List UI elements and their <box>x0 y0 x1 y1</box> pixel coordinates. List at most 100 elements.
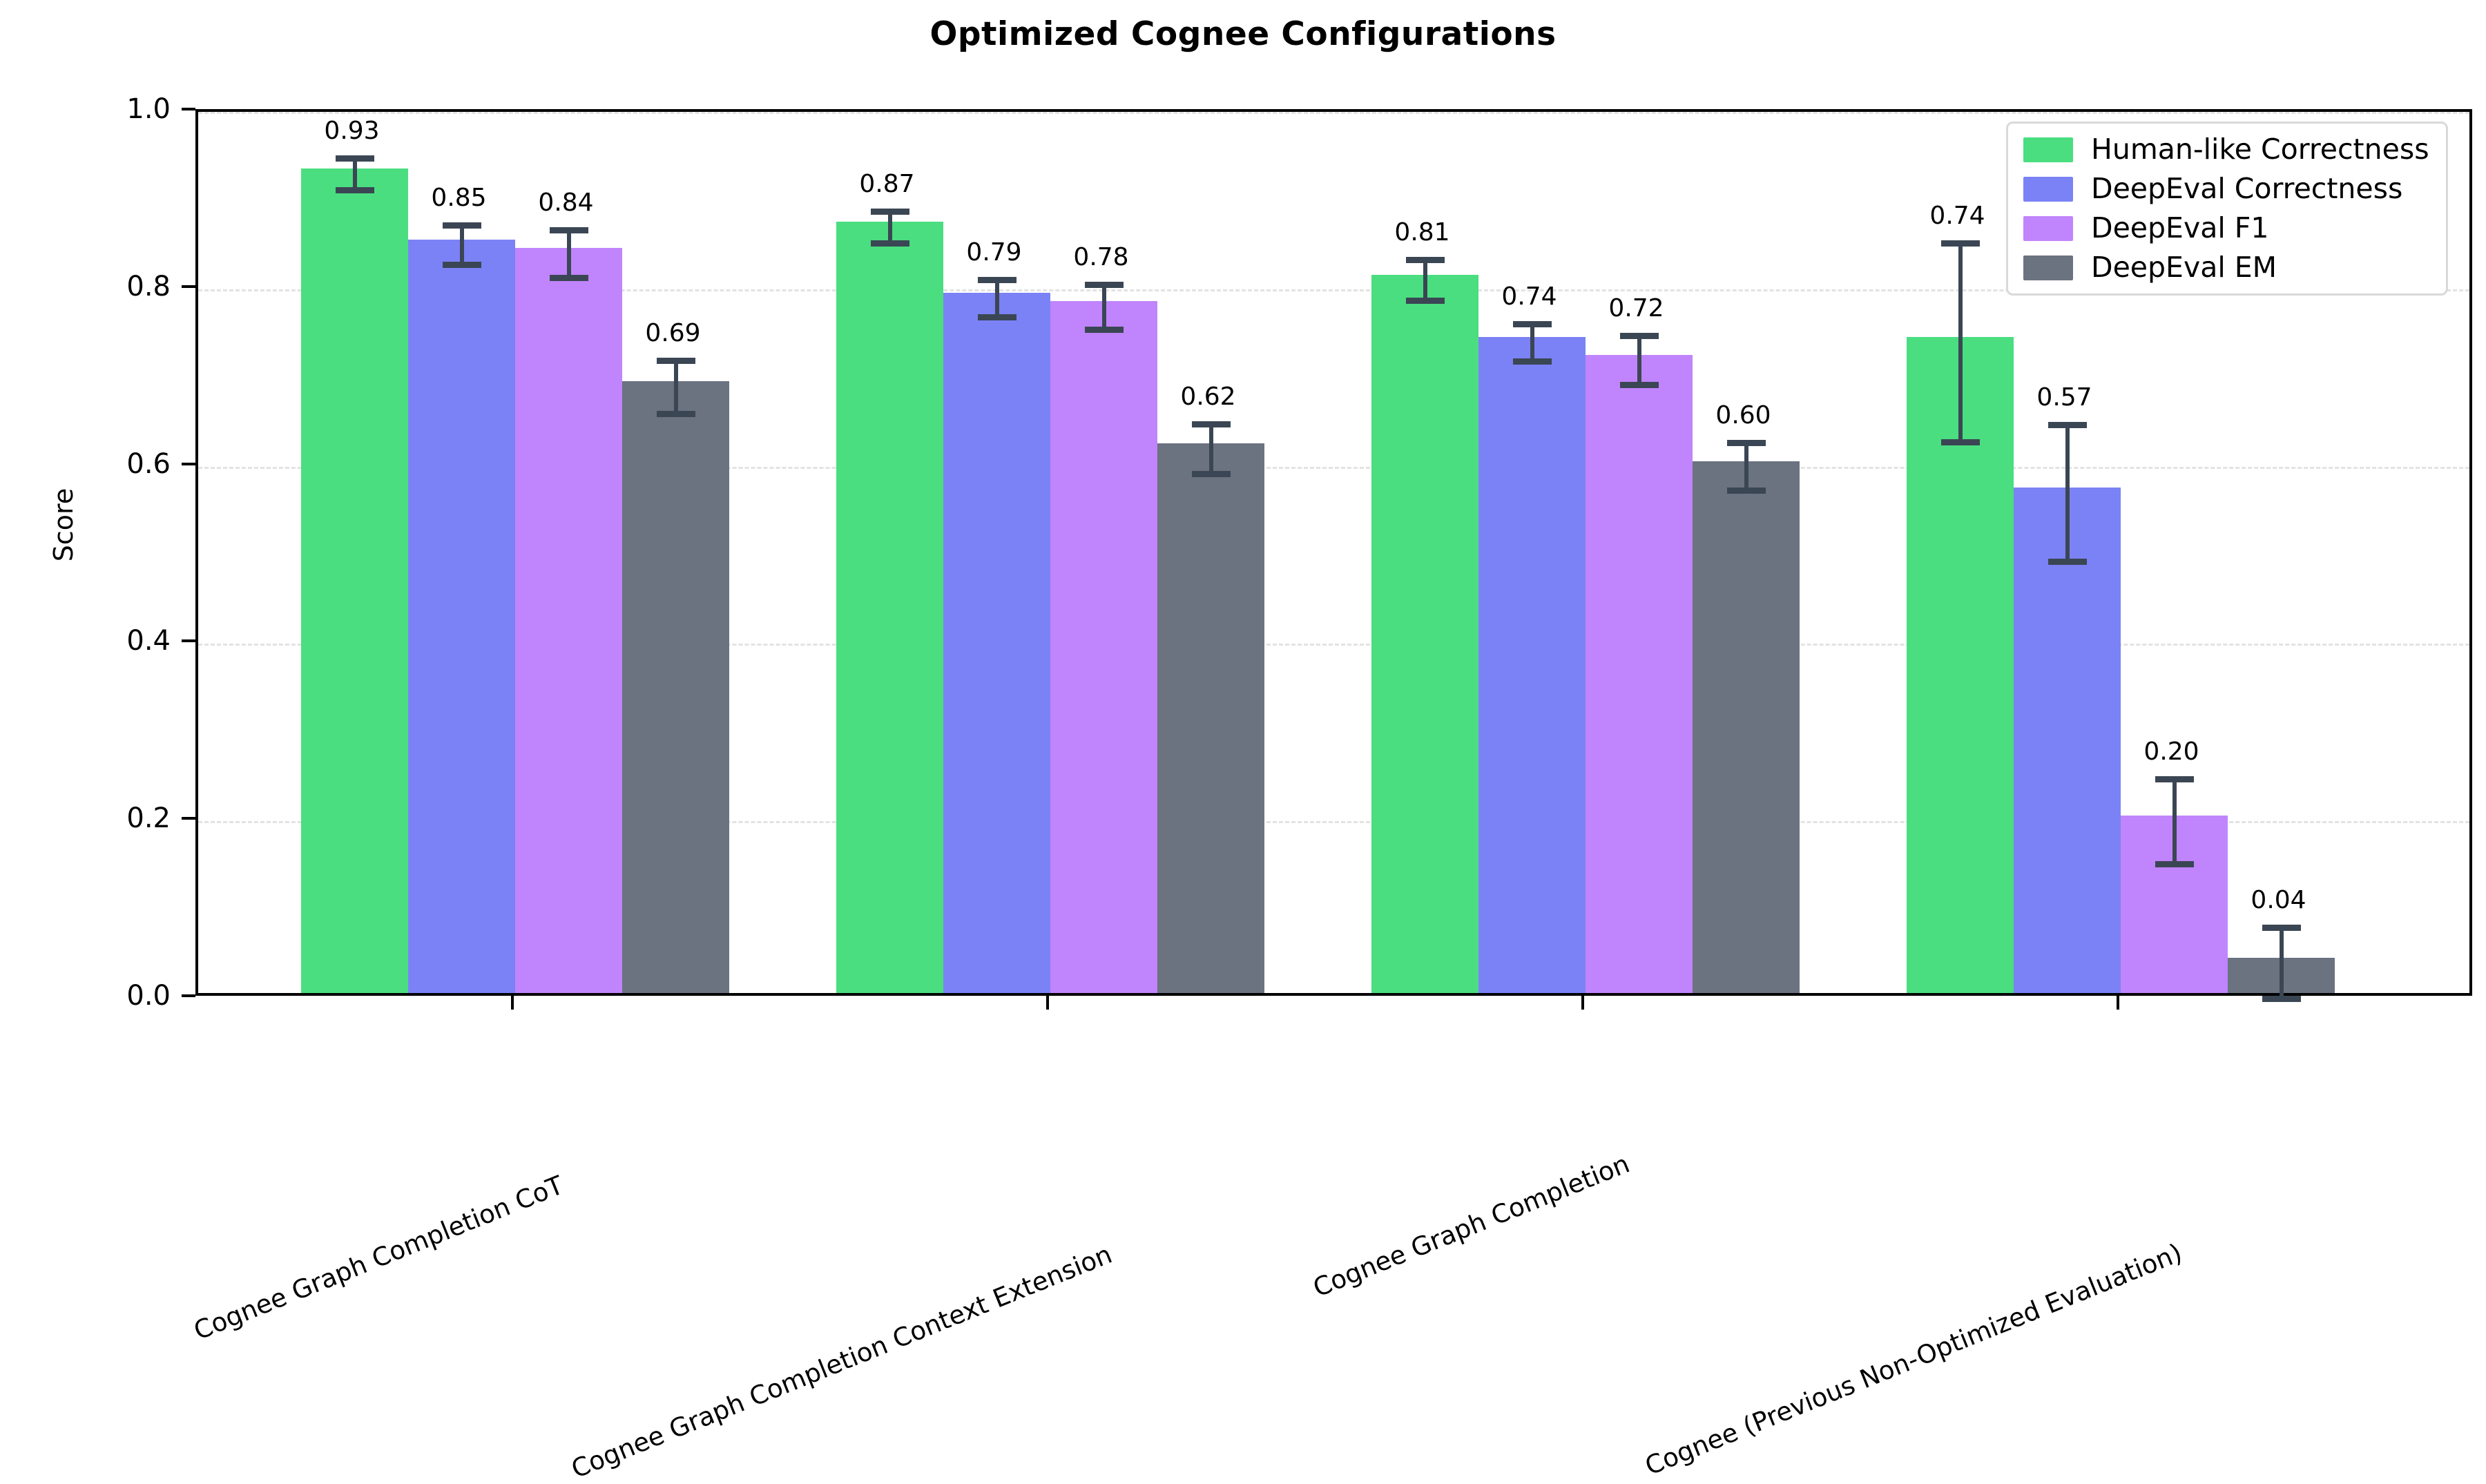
error-bar-cap-upper <box>2155 775 2194 782</box>
legend-label: DeepEval Correctness <box>2091 172 2403 205</box>
error-bar-stem <box>1423 260 1427 301</box>
bar <box>943 292 1050 993</box>
error-bar-cap-lower <box>1191 470 1231 477</box>
y-axis-label: Score <box>48 488 79 562</box>
error-bar-cap-lower <box>977 314 1016 320</box>
bar <box>1050 301 1157 993</box>
gridline <box>198 289 2469 291</box>
error-bar-stem <box>1958 243 1963 442</box>
y-axis-tick-mark <box>182 817 195 820</box>
y-axis-tick-label: 0.2 <box>126 802 171 835</box>
gridline <box>198 821 2469 824</box>
chart-root: Optimized Cognee Configurations Score Hu… <box>48 15 2472 1484</box>
error-bar-cap-lower <box>2155 860 2194 867</box>
bar <box>1586 354 1693 993</box>
error-bar-cap-upper <box>2047 422 2087 429</box>
error-bar-stem <box>2065 425 2070 561</box>
bar-value-label: 0.93 <box>324 116 380 145</box>
y-axis-tick-mark <box>182 994 195 997</box>
error-bar-stem <box>994 279 999 317</box>
error-bar-cap-lower <box>1084 326 1124 333</box>
y-axis-tick-mark <box>182 639 195 643</box>
y-axis-tick-label: 0.4 <box>126 625 171 657</box>
legend-item[interactable]: DeepEval EM <box>2023 253 2429 282</box>
legend-label: Human-like Correctness <box>2091 133 2429 166</box>
error-bar-cap-lower <box>2047 558 2087 565</box>
bar <box>2014 488 2121 993</box>
error-bar-stem <box>1530 323 1534 361</box>
bar-value-label: 0.20 <box>2143 737 2199 766</box>
error-bar-cap-upper <box>2262 925 2301 932</box>
bar <box>301 168 408 993</box>
bar <box>1157 443 1264 993</box>
error-bar-cap-upper <box>1512 320 1552 327</box>
y-axis-tick-label: 0.0 <box>126 980 171 1012</box>
x-axis-tick-mark <box>2117 996 2119 1010</box>
error-bar-cap-lower <box>549 275 588 282</box>
error-bar-stem <box>2279 927 2284 999</box>
y-axis-tick-mark <box>182 462 195 465</box>
bar <box>1478 336 1586 993</box>
legend-item[interactable]: Human-like Correctness <box>2023 135 2429 164</box>
bar <box>622 381 729 993</box>
legend-item[interactable]: DeepEval Correctness <box>2023 175 2429 203</box>
error-bar-cap-lower <box>2262 996 2301 1002</box>
bar-value-label: 0.85 <box>431 184 487 213</box>
error-bar-stem <box>1744 442 1748 491</box>
x-axis-tick-label: Cognee Graph Completion CoT <box>189 1170 568 1346</box>
legend-label: DeepEval F1 <box>2091 211 2269 244</box>
error-bar-cap-lower <box>656 410 695 417</box>
error-bar-cap-upper <box>1405 257 1445 264</box>
bar-value-label: 0.79 <box>966 238 1022 267</box>
bar <box>1693 461 1800 993</box>
bar-value-label: 0.87 <box>859 169 915 198</box>
y-axis-tick-label: 1.0 <box>126 93 171 125</box>
error-bar-cap-lower <box>1726 488 1766 494</box>
error-bar-stem <box>887 211 892 244</box>
error-bar-cap-lower <box>870 240 909 247</box>
bar-value-label: 0.69 <box>645 318 701 347</box>
legend-swatch-icon <box>2023 215 2073 241</box>
chart-legend: Human-like Correctness DeepEval Correctne… <box>2006 122 2448 296</box>
error-bar-stem <box>352 157 357 190</box>
x-axis-tick-label: Cognee Graph Completion Context Extensio… <box>567 1239 1117 1484</box>
bar-value-label: 0.60 <box>1715 401 1771 430</box>
gridline <box>198 112 2469 114</box>
gridline <box>198 644 2469 646</box>
bar-value-label: 0.84 <box>538 188 594 217</box>
legend-item[interactable]: DeepEval F1 <box>2023 214 2429 242</box>
bar-value-label: 0.74 <box>1501 282 1557 311</box>
plot-inner <box>198 112 2469 1002</box>
error-bar-stem <box>673 360 678 414</box>
bar-value-label: 0.04 <box>2251 886 2306 915</box>
error-bar-stem <box>1208 423 1213 474</box>
error-bar-stem <box>2172 778 2177 864</box>
y-axis-tick-mark <box>182 108 195 110</box>
error-bar-stem <box>1637 335 1641 385</box>
x-axis-tick-label: Cognee (Previous Non-Optimized Evaluatio… <box>1641 1237 2186 1481</box>
error-bar-cap-upper <box>1191 421 1231 427</box>
error-bar-cap-lower <box>1619 382 1659 389</box>
x-axis-tick-mark <box>511 996 514 1010</box>
bar-value-label: 0.78 <box>1073 243 1129 272</box>
bar <box>408 239 515 993</box>
bar <box>515 248 622 993</box>
y-axis-tick-label: 0.6 <box>126 447 171 480</box>
error-bar-stem <box>1101 285 1106 329</box>
bar <box>1907 336 2014 993</box>
error-bar-cap-upper <box>656 357 695 364</box>
x-axis-tick-mark <box>1046 996 1049 1010</box>
error-bar-cap-upper <box>1940 240 1980 247</box>
bar-value-label: 0.72 <box>1608 293 1664 322</box>
error-bar-cap-lower <box>1512 358 1552 365</box>
error-bar-stem <box>566 229 571 278</box>
error-bar-cap-upper <box>1619 332 1659 339</box>
error-bar-cap-upper <box>977 276 1016 283</box>
error-bar-cap-upper <box>1084 282 1124 289</box>
error-bar-cap-upper <box>870 208 909 215</box>
error-bar-cap-upper <box>1726 439 1766 446</box>
error-bar-cap-upper <box>335 155 374 162</box>
legend-swatch-icon <box>2023 137 2073 162</box>
bar-value-label: 0.57 <box>2036 383 2092 412</box>
y-axis-tick-mark <box>182 285 195 288</box>
